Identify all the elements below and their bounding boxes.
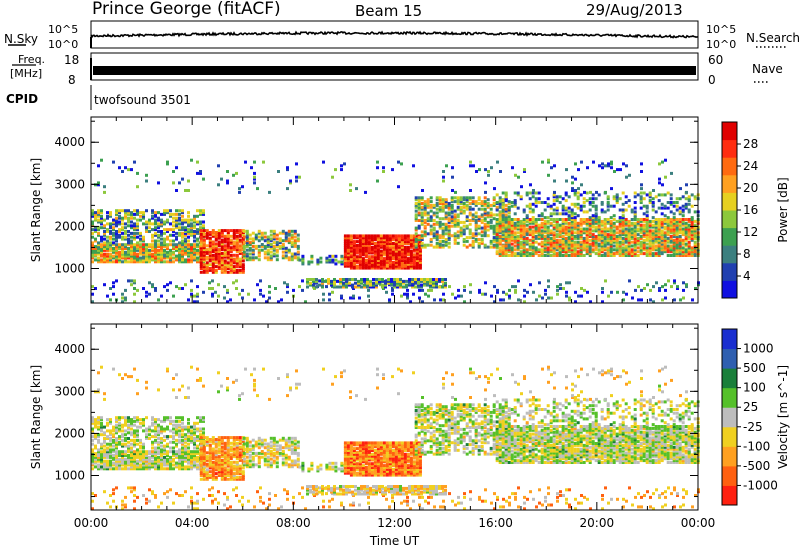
nsky-left-tick-bottom: 10^0 xyxy=(48,38,79,51)
ytick-label-1: 2000 xyxy=(54,219,85,233)
nave-tick-top: 60 xyxy=(708,53,724,67)
power-colorbar-swatch xyxy=(722,210,737,229)
power-colorbar-swatch xyxy=(722,192,737,211)
ytick-label-2: 2000 xyxy=(54,426,85,440)
velocity-colorbar-swatch xyxy=(722,368,737,389)
power-colorbar-swatch xyxy=(722,262,737,281)
velocity-colorbar-swatch xyxy=(722,485,737,506)
velocity-colorbar-tick-label: 100 xyxy=(743,381,766,395)
cpid-label: CPID xyxy=(6,92,39,106)
power-colorbar-swatch xyxy=(722,227,737,246)
nsky-right-tick-top: 10^5 xyxy=(706,23,737,36)
ytick-label-2: 1000 xyxy=(54,468,85,482)
velocity-colorbar-tick-label: 1000 xyxy=(743,342,774,356)
velocity-colorbar-frame xyxy=(721,328,738,506)
power-colorbar-swatch xyxy=(722,157,737,176)
power-colorbar-swatch xyxy=(722,280,737,299)
velocity-colorbar-label: Velocity [m s^-1] xyxy=(776,365,790,469)
freq-unit-label: [MHz] xyxy=(10,67,43,80)
xlabel: Time UT xyxy=(369,534,420,548)
ytick-label-1: 3000 xyxy=(54,177,85,191)
station-title: Prince George (fitACF) xyxy=(92,0,281,19)
ylabel-1: Slant Range [km] xyxy=(29,158,43,262)
nsky-right-tick-bottom: 10^0 xyxy=(706,38,737,51)
velocity-colorbar-swatch xyxy=(722,426,737,447)
nsky-label: N.Sky xyxy=(4,32,39,46)
freq-tick-bottom: 8 xyxy=(68,73,76,87)
xtick-label: 12:00 xyxy=(377,516,412,530)
power-colorbar-tick-label: 4 xyxy=(743,269,751,283)
freq-frame xyxy=(90,52,699,81)
velocity-colorbar-swatch xyxy=(722,387,737,408)
power-colorbar-tick-label: 12 xyxy=(743,225,758,239)
velocity-colorbar-swatch xyxy=(722,446,737,467)
velocity-colorbar-swatch xyxy=(722,465,737,486)
freq-band xyxy=(93,66,696,75)
velocity-colorbar-tick-label: 500 xyxy=(743,361,766,375)
power-colorbar-tick-label: 20 xyxy=(743,181,758,195)
ytick-label-2: 3000 xyxy=(54,384,85,398)
xtick-label: 08:00 xyxy=(276,516,311,530)
velocity-colorbar-swatch xyxy=(722,348,737,369)
power-colorbar-tick-label: 8 xyxy=(743,247,751,261)
nsearch-label: N.Search xyxy=(746,31,800,45)
nave-label: Nave xyxy=(752,62,783,76)
power-colorbar-swatch xyxy=(722,174,737,193)
beam-title: Beam 15 xyxy=(355,2,423,20)
power-colorbar-swatch xyxy=(722,122,737,141)
velocity-colorbar-tick-label: -100 xyxy=(743,439,770,453)
xtick-label: 04:00 xyxy=(175,516,210,530)
nsky-left-tick-top: 10^5 xyxy=(48,23,79,36)
cpid-program: twofsound 3501 xyxy=(94,93,191,107)
ytick-label-2: 4000 xyxy=(54,342,85,356)
nsky-line xyxy=(90,30,699,39)
xtick-label: 16:00 xyxy=(478,516,513,530)
xtick-label: 00:00 xyxy=(74,516,109,530)
xtick-label: 20:00 xyxy=(580,516,615,530)
nave-tick-bottom: 0 xyxy=(708,73,716,87)
date-title: 29/Aug/2013 xyxy=(586,1,683,19)
velocity-colorbar-swatch xyxy=(722,329,737,350)
velocity-colorbar-tick-label: -25 xyxy=(743,420,763,434)
velocity-colorbar-tick-label: -1000 xyxy=(743,478,778,492)
velocity-colorbar-swatch xyxy=(722,407,737,428)
ytick-label-1: 1000 xyxy=(54,261,85,275)
ylabel-2: Slant Range [km] xyxy=(29,365,43,469)
xtick-label: 00:00 xyxy=(681,516,716,530)
velocity-colorbar-tick-label: -500 xyxy=(743,459,770,473)
velocity-colorbar-tick-label: 25 xyxy=(743,400,758,414)
power-colorbar-label: Power [dB] xyxy=(776,177,790,242)
freq-label: Freq. xyxy=(18,53,46,66)
power-colorbar-swatch xyxy=(722,245,737,264)
freq-tick-top: 18 xyxy=(64,53,80,67)
power-colorbar-swatch xyxy=(722,139,737,158)
ytick-label-1: 4000 xyxy=(54,135,85,149)
power-colorbar-tick-label: 28 xyxy=(743,137,758,151)
power-colorbar-tick-label: 24 xyxy=(743,159,758,173)
nsky-frame xyxy=(90,20,699,49)
power-colorbar-tick-label: 16 xyxy=(743,203,758,217)
